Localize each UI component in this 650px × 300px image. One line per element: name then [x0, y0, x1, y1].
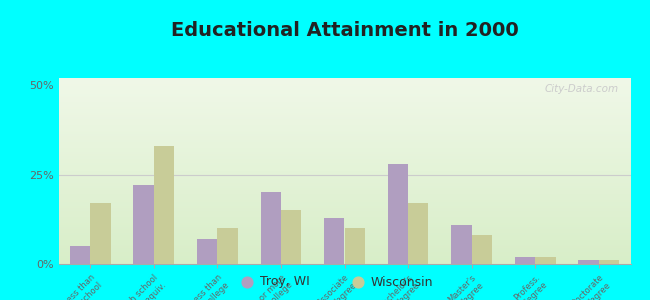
Bar [217, 228, 238, 264]
Bar [133, 185, 154, 264]
Title: Educational Attainment in 2000: Educational Attainment in 2000 [170, 21, 519, 40]
Bar [281, 210, 302, 264]
Bar [387, 164, 408, 264]
Text: Wisconsin: Wisconsin [370, 275, 433, 289]
Bar [197, 239, 217, 264]
Bar [261, 193, 281, 264]
Bar [324, 218, 345, 264]
Bar [451, 225, 472, 264]
Bar [90, 203, 110, 264]
Bar [599, 260, 619, 264]
Bar [472, 236, 492, 264]
Bar [408, 203, 428, 264]
Bar [578, 260, 599, 264]
Text: City-Data.com: City-Data.com [545, 84, 619, 94]
Bar [344, 228, 365, 264]
Bar [515, 257, 535, 264]
Bar [154, 146, 174, 264]
Text: Troy, WI: Troy, WI [260, 275, 310, 289]
Bar [535, 257, 556, 264]
Bar [70, 246, 90, 264]
